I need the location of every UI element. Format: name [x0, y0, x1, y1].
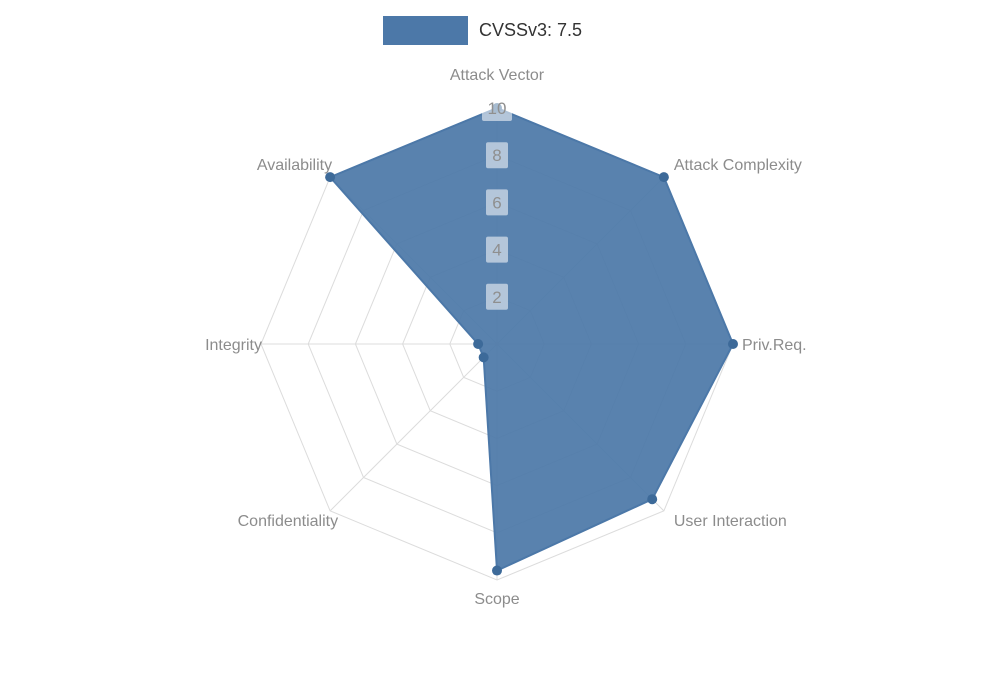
- tick-box: [486, 142, 508, 169]
- tick-box: [486, 283, 508, 310]
- tick-label: 8: [492, 146, 501, 165]
- legend-label: CVSSv3: 7.5: [479, 20, 583, 40]
- tick-box: [486, 236, 508, 263]
- axis-label: Priv.Req.: [742, 337, 807, 354]
- tick-label: 2: [492, 288, 501, 307]
- tick-box: [482, 95, 512, 121]
- vertex-marker: [473, 339, 484, 349]
- tick-label: 6: [492, 193, 501, 212]
- vertex-marker: [658, 172, 669, 183]
- legend: CVSSv3: 7.5: [383, 16, 582, 45]
- axis-label: Availability: [257, 157, 332, 174]
- axis-label: Confidentiality: [238, 513, 339, 530]
- axis-label: Integrity: [205, 337, 262, 354]
- axis-label: User Interaction: [674, 513, 787, 530]
- tick-box: [486, 189, 508, 216]
- vertex-marker: [647, 494, 658, 505]
- axis-label: Attack Complexity: [674, 157, 802, 174]
- tick-label: 10: [488, 99, 507, 118]
- axis-label: Attack Vector: [450, 67, 545, 84]
- vertex-marker: [728, 339, 738, 349]
- grid-spoke: [329, 343, 498, 512]
- data-polygon: [329, 107, 734, 572]
- legend-swatch: [383, 16, 468, 45]
- axis-label: Scope: [474, 591, 519, 608]
- vertex-marker: [492, 565, 502, 576]
- tick-label: 4: [492, 241, 501, 260]
- vertex-marker: [325, 172, 336, 183]
- vertex-marker: [478, 352, 489, 363]
